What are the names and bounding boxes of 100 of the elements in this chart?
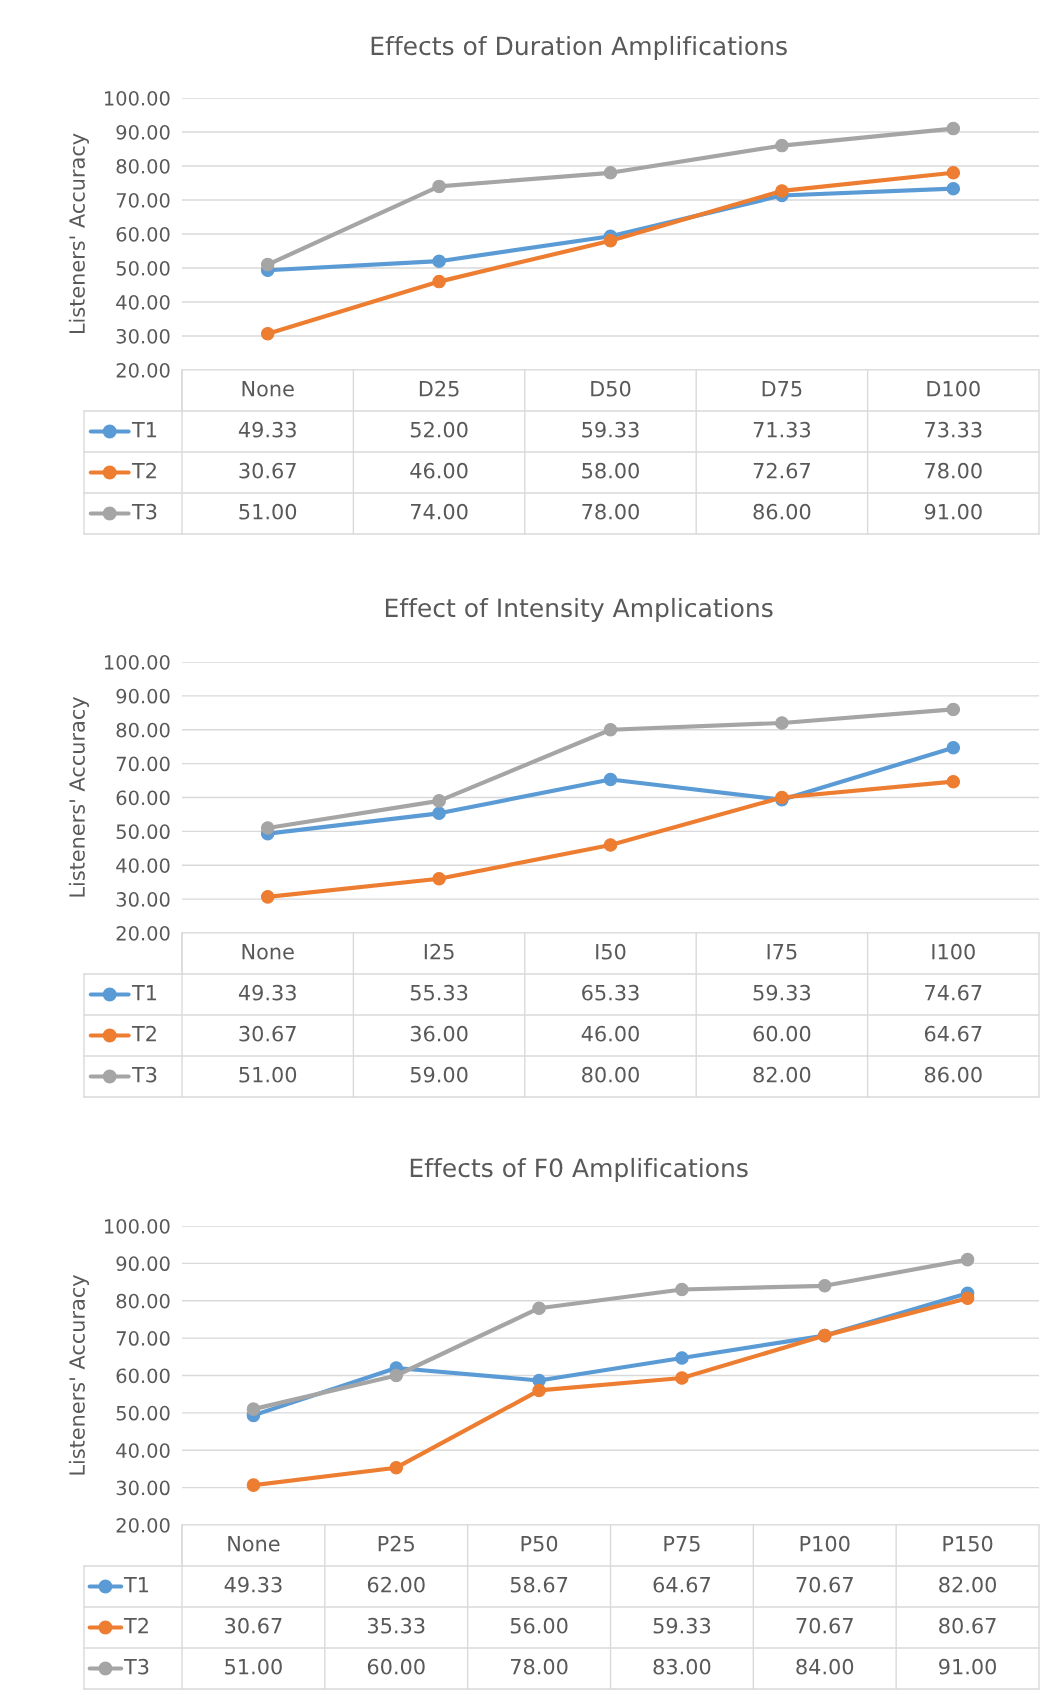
data-label: 52.00 xyxy=(410,421,468,438)
y-tick-label: 20.00 xyxy=(116,1517,170,1533)
x-tick-label: I50 xyxy=(596,943,626,960)
y-tick-label: 30.00 xyxy=(116,328,170,344)
data-label: 30.67 xyxy=(225,1617,282,1634)
y-axis-title: Listeners' Accuracy xyxy=(68,1275,89,1475)
legend-label: T2 xyxy=(131,1025,156,1042)
legend-label: T1 xyxy=(131,985,157,1001)
legend-label: T3 xyxy=(131,503,157,520)
legend-label: T1 xyxy=(131,422,157,438)
y-tick-label: 80.00 xyxy=(116,1293,170,1309)
data-label: 82.00 xyxy=(939,1576,997,1593)
data-label: 86.00 xyxy=(753,503,811,520)
y-tick-label: 40.00 xyxy=(116,1443,170,1458)
data-label: 55.33 xyxy=(410,984,468,1001)
data-label: 59.00 xyxy=(410,1066,468,1083)
y-tick-label: 90.00 xyxy=(116,688,170,704)
data-label: 82.00 xyxy=(753,1066,811,1083)
chart-title: Effects of Duration Amplifications xyxy=(371,35,787,61)
data-label: 62.00 xyxy=(367,1576,425,1593)
data-label: 46.00 xyxy=(581,1025,639,1042)
data-label: 91.00 xyxy=(924,503,982,520)
legend-label: T3 xyxy=(131,1066,157,1083)
data-label: 80.67 xyxy=(939,1617,996,1634)
y-tick-label: 90.00 xyxy=(116,124,170,140)
y-tick-label: 80.00 xyxy=(116,722,170,738)
y-tick-label: 100.00 xyxy=(104,1218,170,1234)
y-tick-label: 40.00 xyxy=(116,294,170,310)
y-tick-label: 50.00 xyxy=(116,824,170,840)
x-tick-label: P75 xyxy=(664,1536,700,1552)
x-tick-label: P50 xyxy=(521,1535,558,1552)
legend-label: T1 xyxy=(123,1577,149,1593)
data-label: 56.00 xyxy=(510,1617,568,1634)
y-axis-title: Listeners' Accuracy xyxy=(68,133,89,334)
x-tick-label: D75 xyxy=(762,381,802,397)
data-label: 74.00 xyxy=(410,503,468,520)
y-tick-label: 30.00 xyxy=(116,892,170,907)
x-tick-label: None xyxy=(242,381,294,397)
y-tick-label: 70.00 xyxy=(116,756,170,772)
data-label: 74.67 xyxy=(925,984,982,1001)
x-tick-label: None xyxy=(228,1536,280,1552)
data-label: 64.67 xyxy=(653,1576,710,1593)
data-label: 78.00 xyxy=(510,1658,568,1675)
y-tick-label: 20.00 xyxy=(116,925,170,941)
data-label: 59.33 xyxy=(582,421,639,438)
data-label: 80.00 xyxy=(582,1066,639,1083)
x-tick-label: I25 xyxy=(424,943,454,960)
y-tick-label: 100.00 xyxy=(104,654,170,670)
x-tick-label: D50 xyxy=(591,380,631,397)
y-tick-label: 30.00 xyxy=(116,1480,170,1496)
x-tick-label: D100 xyxy=(927,380,980,397)
y-tick-label: 90.00 xyxy=(116,1256,170,1272)
y-tick-label: 60.00 xyxy=(116,226,170,242)
data-label: 60.00 xyxy=(367,1658,425,1675)
data-label: 51.00 xyxy=(239,1066,297,1083)
x-tick-label: P25 xyxy=(378,1535,414,1552)
data-label: 49.33 xyxy=(238,984,296,1001)
chart-title: Effect of Intensity Amplications xyxy=(385,597,773,623)
data-label: 46.00 xyxy=(410,462,468,479)
data-label: 65.33 xyxy=(582,984,639,1001)
data-label: 58.00 xyxy=(582,462,639,479)
x-tick-label: None xyxy=(242,944,294,960)
x-tick-label: P100 xyxy=(800,1535,850,1552)
y-tick-label: 70.00 xyxy=(116,192,170,208)
data-label: 70.67 xyxy=(796,1576,853,1593)
data-label: 35.33 xyxy=(368,1617,425,1634)
data-label: 49.33 xyxy=(224,1576,282,1593)
legend-label: T2 xyxy=(131,462,156,479)
legend-label: T3 xyxy=(123,1658,149,1675)
y-tick-label: 100.00 xyxy=(104,90,170,106)
data-label: 84.00 xyxy=(796,1658,854,1675)
y-tick-label: 20.00 xyxy=(116,362,170,378)
data-label: 72.67 xyxy=(753,462,810,479)
data-label: 70.67 xyxy=(796,1617,853,1634)
chart-title: Effects of F0 Amplifications xyxy=(410,1157,748,1183)
x-tick-label: I75 xyxy=(767,944,797,960)
x-tick-label: D25 xyxy=(419,380,459,397)
data-label: 30.67 xyxy=(239,462,296,479)
data-label: 49.33 xyxy=(238,421,296,438)
data-label: 91.00 xyxy=(939,1658,997,1675)
data-label: 51.00 xyxy=(225,1658,282,1675)
data-label: 58.67 xyxy=(510,1576,568,1593)
data-label: 71.33 xyxy=(753,421,811,438)
data-label: 73.33 xyxy=(925,421,982,438)
x-tick-label: I100 xyxy=(932,943,975,960)
y-axis-title: Listeners' Accuracy xyxy=(68,697,89,897)
y-tick-label: 40.00 xyxy=(116,858,170,873)
legend-label: T2 xyxy=(123,1617,148,1634)
data-label: 83.00 xyxy=(653,1658,711,1675)
y-tick-label: 60.00 xyxy=(116,1368,170,1384)
y-tick-label: 80.00 xyxy=(116,158,170,174)
data-label: 51.00 xyxy=(239,503,297,520)
data-label: 36.00 xyxy=(410,1025,468,1042)
x-tick-label: P150 xyxy=(943,1535,993,1552)
y-tick-label: 70.00 xyxy=(116,1331,170,1346)
data-label: 64.67 xyxy=(924,1025,982,1042)
y-tick-label: 50.00 xyxy=(116,1405,170,1421)
data-label: 86.00 xyxy=(924,1066,982,1083)
data-label: 78.00 xyxy=(582,503,639,520)
y-tick-label: 60.00 xyxy=(116,790,170,806)
